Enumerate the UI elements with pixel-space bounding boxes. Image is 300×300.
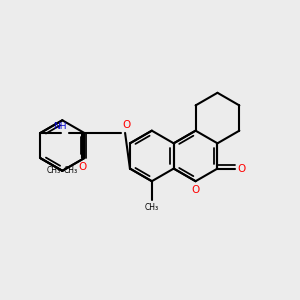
- Text: CH₃: CH₃: [64, 166, 78, 175]
- Text: O: O: [237, 164, 245, 174]
- Text: O: O: [191, 185, 200, 195]
- Text: O: O: [122, 120, 130, 130]
- Text: NH: NH: [54, 122, 67, 131]
- Text: CH₃: CH₃: [145, 203, 159, 212]
- Text: CH₃: CH₃: [47, 166, 61, 175]
- Text: O: O: [79, 162, 87, 172]
